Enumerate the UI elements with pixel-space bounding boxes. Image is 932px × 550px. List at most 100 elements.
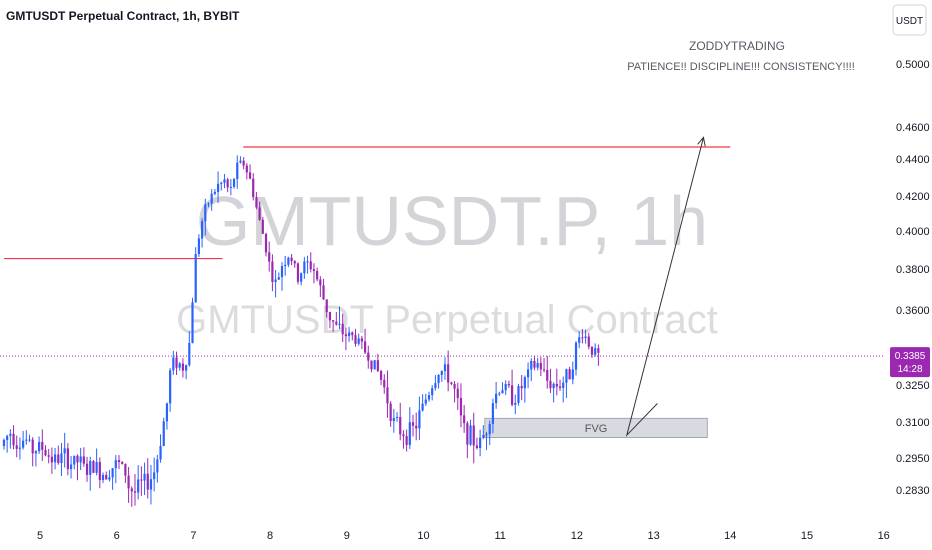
candle — [66, 443, 69, 476]
candle — [258, 201, 261, 221]
price-tick-label: 0.4000 — [896, 226, 930, 238]
candle — [290, 253, 293, 266]
candle — [482, 425, 485, 440]
candle — [178, 362, 181, 371]
candle — [232, 177, 236, 189]
candle — [236, 155, 239, 189]
candle — [472, 412, 475, 464]
candle — [421, 394, 424, 412]
candle — [373, 360, 376, 370]
candle — [418, 396, 421, 440]
candle — [562, 376, 565, 403]
candle — [450, 381, 453, 386]
candle — [41, 429, 44, 461]
candle — [574, 341, 578, 376]
candle — [316, 267, 319, 282]
candle — [453, 380, 456, 403]
candle — [549, 368, 552, 393]
price-tick-label: 0.4600 — [896, 122, 930, 134]
chart-title: GMTUSDT Perpetual Contract, 1h, BYBIT — [6, 9, 240, 23]
price-tick-label: 0.4400 — [896, 154, 930, 166]
candle — [85, 456, 89, 482]
candle — [379, 369, 383, 386]
candle — [191, 297, 194, 344]
candle — [280, 262, 284, 291]
time-tick-label: 11 — [494, 530, 505, 542]
candle — [386, 370, 389, 418]
candle — [197, 234, 200, 257]
candle — [459, 383, 463, 428]
candle — [274, 269, 277, 298]
time-tick-label: 16 — [878, 530, 890, 542]
candle — [411, 414, 415, 437]
candle — [357, 333, 360, 346]
candle — [268, 241, 271, 272]
candle — [111, 468, 114, 490]
fvg-zone[interactable] — [484, 417, 708, 438]
candle — [38, 436, 41, 454]
price-tick-label: 0.3800 — [896, 264, 930, 276]
candle — [105, 471, 108, 480]
candle — [181, 358, 185, 378]
candle — [18, 437, 22, 460]
candle — [108, 469, 111, 482]
candle — [328, 311, 332, 329]
candle — [443, 357, 447, 380]
candle — [479, 429, 482, 457]
candle — [140, 466, 143, 496]
candle — [507, 380, 510, 388]
candle — [248, 164, 252, 180]
candle — [495, 381, 498, 409]
candle — [533, 356, 536, 371]
candle — [523, 375, 526, 403]
candle — [153, 457, 156, 492]
candle — [165, 402, 169, 430]
candle — [322, 278, 325, 300]
candle — [351, 331, 354, 341]
candle — [376, 353, 379, 373]
candle — [169, 368, 172, 412]
candle — [15, 435, 18, 458]
candle — [399, 402, 402, 441]
time-axis[interactable]: 5 6 7 8 9 10 11 12 13 14 15 16 — [37, 530, 890, 542]
candle — [578, 331, 581, 349]
candle — [223, 173, 226, 189]
candle — [89, 456, 92, 491]
candle — [229, 179, 232, 196]
candle — [325, 299, 328, 318]
candle — [440, 370, 443, 382]
candle — [242, 157, 245, 170]
candle — [277, 272, 280, 281]
price-tick-label: 0.3600 — [896, 305, 930, 317]
candle — [498, 391, 501, 397]
currency-label: USDT — [896, 16, 923, 27]
candle — [590, 346, 594, 358]
candle — [463, 405, 466, 433]
candle — [124, 463, 127, 483]
candle — [447, 350, 450, 392]
candle — [405, 429, 408, 452]
candle — [76, 454, 79, 481]
candle-countdown: 14:28 — [897, 364, 922, 375]
projection-arrow[interactable] — [625, 137, 704, 437]
candle — [296, 262, 300, 285]
time-tick-label: 15 — [801, 530, 813, 542]
candle — [594, 343, 597, 357]
candle — [584, 329, 587, 344]
candle — [431, 385, 434, 401]
candle — [555, 368, 558, 396]
candle — [2, 438, 6, 450]
candle — [332, 320, 335, 332]
candle — [360, 335, 363, 350]
currency-button[interactable]: USDT — [892, 4, 927, 36]
candle — [73, 455, 76, 470]
candle — [216, 171, 220, 203]
candle — [306, 255, 309, 274]
candle — [510, 369, 514, 407]
candle — [188, 331, 191, 367]
price-axis[interactable]: 0.5000 0.4600 0.4400 0.4200 0.4000 0.3800 0.36… — [890, 59, 930, 497]
candle — [130, 486, 133, 507]
candle — [9, 429, 12, 449]
candle — [252, 173, 255, 201]
